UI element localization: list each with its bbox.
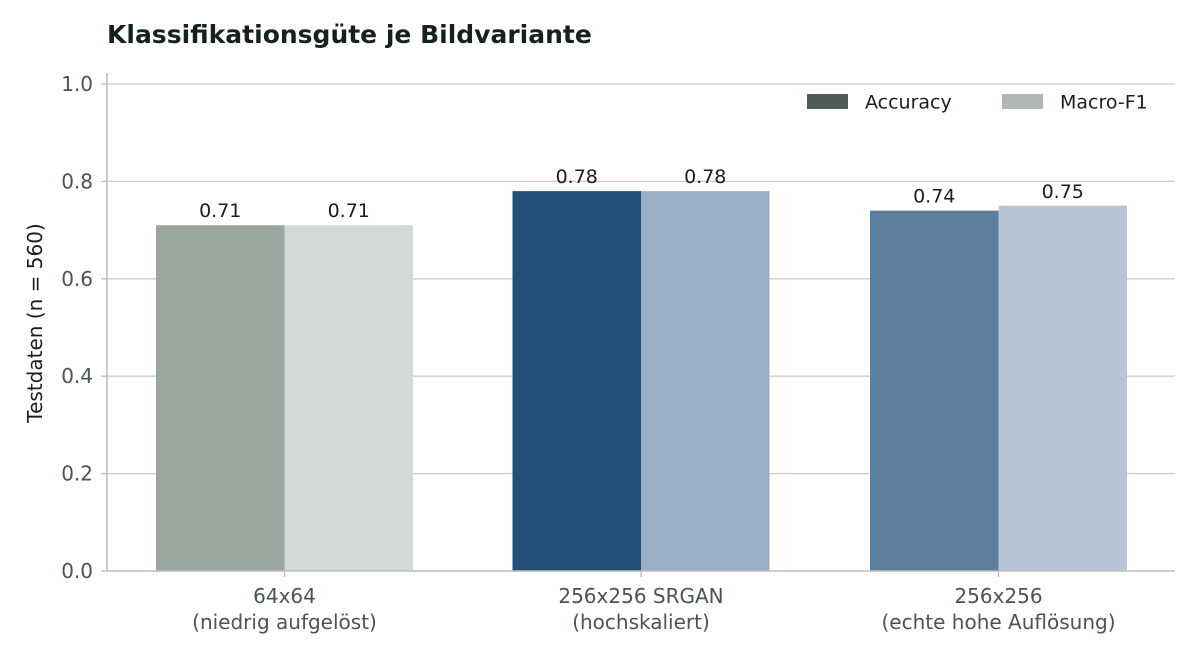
value-labels: 0.71 0.78 0.74 0.71 0.78 0.75 bbox=[199, 166, 1084, 222]
y-tick-label: 0.2 bbox=[61, 462, 93, 486]
legend-swatch-accuracy bbox=[807, 94, 848, 109]
x-category-labels: 64x64(niedrig aufgelöst) 256x256 SRGAN(ho… bbox=[192, 571, 1116, 634]
bar-accuracy-0 bbox=[156, 225, 285, 572]
y-tick-label: 0.6 bbox=[61, 267, 93, 291]
x-category-label: 64x64 bbox=[253, 584, 316, 608]
x-category-label: 256x256 bbox=[954, 584, 1042, 608]
bar-value-label: 0.78 bbox=[684, 166, 726, 188]
x-category-label: (niedrig aufgelöst) bbox=[192, 610, 377, 634]
y-tick-label: 0.4 bbox=[61, 364, 93, 388]
bar-value-label: 0.71 bbox=[199, 200, 241, 222]
chart-title: Klassifikationsgüte je Bildvariante bbox=[107, 20, 592, 49]
bar-macro-f1-1 bbox=[641, 191, 770, 571]
bar-macro-f1-0 bbox=[284, 225, 413, 572]
bars bbox=[156, 191, 1127, 572]
bar-accuracy-2 bbox=[870, 210, 999, 571]
x-category-label: (echte hohe Auflösung) bbox=[882, 610, 1116, 634]
y-tick-label: 0.0 bbox=[61, 559, 93, 583]
bar-value-label: 0.74 bbox=[913, 186, 955, 208]
legend: Accuracy Macro-F1 bbox=[807, 92, 1148, 114]
bar-value-label: 0.78 bbox=[556, 166, 598, 188]
x-category-label: (hochskaliert) bbox=[572, 610, 710, 634]
bar-macro-f1-2 bbox=[998, 205, 1127, 571]
x-category-label: 256x256 SRGAN bbox=[558, 584, 723, 608]
bar-value-label: 0.71 bbox=[328, 200, 370, 222]
legend-label-macro-f1: Macro-F1 bbox=[1060, 92, 1148, 114]
legend-label-accuracy: Accuracy bbox=[865, 92, 952, 114]
y-tick-labels: 0.0 0.2 0.4 0.6 0.8 1.0 bbox=[61, 72, 107, 583]
bar-accuracy-1 bbox=[512, 191, 641, 571]
bar-value-label: 0.75 bbox=[1042, 181, 1084, 203]
legend-swatch-macro-f1 bbox=[1002, 94, 1043, 109]
y-tick-label: 0.8 bbox=[61, 169, 93, 193]
y-tick-label: 1.0 bbox=[61, 72, 93, 96]
y-axis-label: Testdaten (n = 560) bbox=[23, 223, 47, 423]
